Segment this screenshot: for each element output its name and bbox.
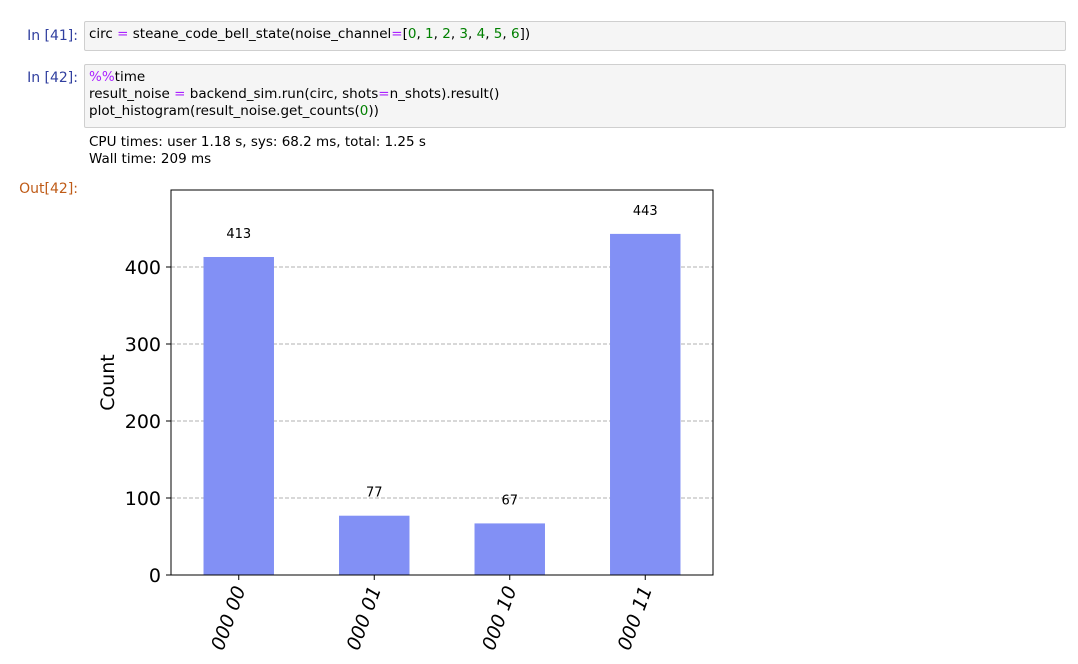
chart-value-labels: 413 77 67 443 (226, 204, 657, 509)
x-tick-label: 000 01 (343, 583, 386, 653)
cell-42-code-line-3: plot_histogram(result_noise.get_counts(0… (89, 103, 379, 119)
cell-41-prompt: In [41]: (27, 28, 78, 44)
cell-42-code-input[interactable]: %%time result_noise = backend_sim.run(ci… (84, 64, 1066, 128)
bar-000-10 (474, 523, 545, 575)
x-tick-label: 000 11 (614, 583, 657, 653)
bar-000-01 (339, 515, 410, 575)
y-tick-label: 0 (149, 565, 161, 587)
cell-42-code-line-2: result_noise = backend_sim.run(circ, sho… (89, 86, 500, 102)
bar-value-label: 67 (501, 493, 518, 508)
cell-42-stdout: CPU times: user 1.18 s, sys: 68.2 ms, to… (89, 134, 426, 168)
cell-42-out-prompt: Out[42]: (19, 181, 78, 197)
y-tick-label: 300 (125, 334, 161, 356)
chart-bars (203, 233, 681, 575)
y-tick-label: 100 (125, 488, 161, 510)
y-tick-label: 400 (125, 257, 161, 279)
chart-y-axis-label: Count (97, 354, 119, 410)
x-tick-label: 000 00 (207, 583, 250, 653)
bar-value-label: 77 (366, 486, 383, 501)
cell-41-code-input[interactable]: circ = steane_code_bell_state(noise_chan… (84, 21, 1066, 51)
stdout-cpu-times: CPU times: user 1.18 s, sys: 68.2 ms, to… (89, 134, 426, 150)
y-tick-label: 200 (125, 411, 161, 433)
bar-000-00 (203, 256, 274, 575)
cell-41-code-line: circ = steane_code_bell_state(noise_chan… (89, 26, 531, 42)
bar-value-label: 413 (226, 227, 251, 242)
x-tick-label: 000 10 (478, 583, 521, 653)
cell-42-prompt: In [42]: (27, 70, 78, 86)
chart-y-ticks: 0 100 200 300 400 (125, 257, 171, 587)
bar-000-11 (610, 233, 681, 575)
cell-42-code-line-1: %%time (89, 69, 146, 85)
stdout-wall-time: Wall time: 209 ms (89, 151, 212, 167)
chart-x-ticks: 000 00 000 01 000 10 000 11 (207, 575, 657, 653)
chart-frame (170, 189, 714, 576)
bar-value-label: 443 (633, 204, 658, 219)
